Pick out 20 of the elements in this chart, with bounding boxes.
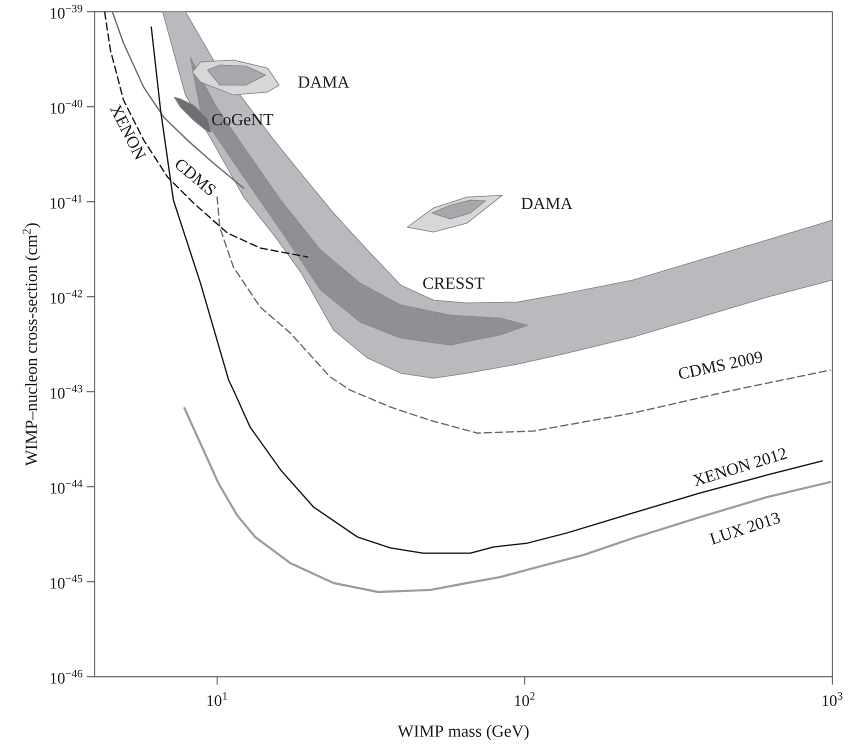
series-label: CRESST: [423, 277, 484, 289]
x-tick-label: 10$^{2}$: [515, 692, 535, 706]
series-label: DAMA: [298, 76, 350, 88]
x-axis-title: WIMP mass (GeV): [398, 724, 529, 740]
series-label: CoGeNT: [212, 114, 274, 126]
y-tick-label: 10$^{−39}$: [50, 4, 82, 19]
series-label: DAMA: [521, 198, 573, 210]
y-tick-label: 10$^{−43}$: [50, 384, 82, 399]
text: CDMS 2009: [678, 352, 762, 379]
x-tick-label: 10$^{1}$: [208, 692, 227, 706]
text: XENON 2012: [692, 448, 788, 486]
y-tick-label: 10$^{−44}$: [50, 480, 83, 494]
y-axis-title: WIMP–nucleon cross-section (cm$^{2}$): [22, 223, 40, 466]
y-tick-label: 10$^{−41}$: [50, 194, 82, 209]
text: LUX 2013: [709, 512, 780, 545]
y-tick-label: 10$^{−45}$: [50, 574, 82, 589]
y-tick-label: 10$^{−40}$: [50, 100, 82, 114]
y-tick-label: 10$^{−46}$: [50, 670, 82, 684]
x-tick-label: 10$^{3}$: [822, 692, 842, 706]
y-tick-label: 10$^{−42}$: [50, 290, 82, 304]
